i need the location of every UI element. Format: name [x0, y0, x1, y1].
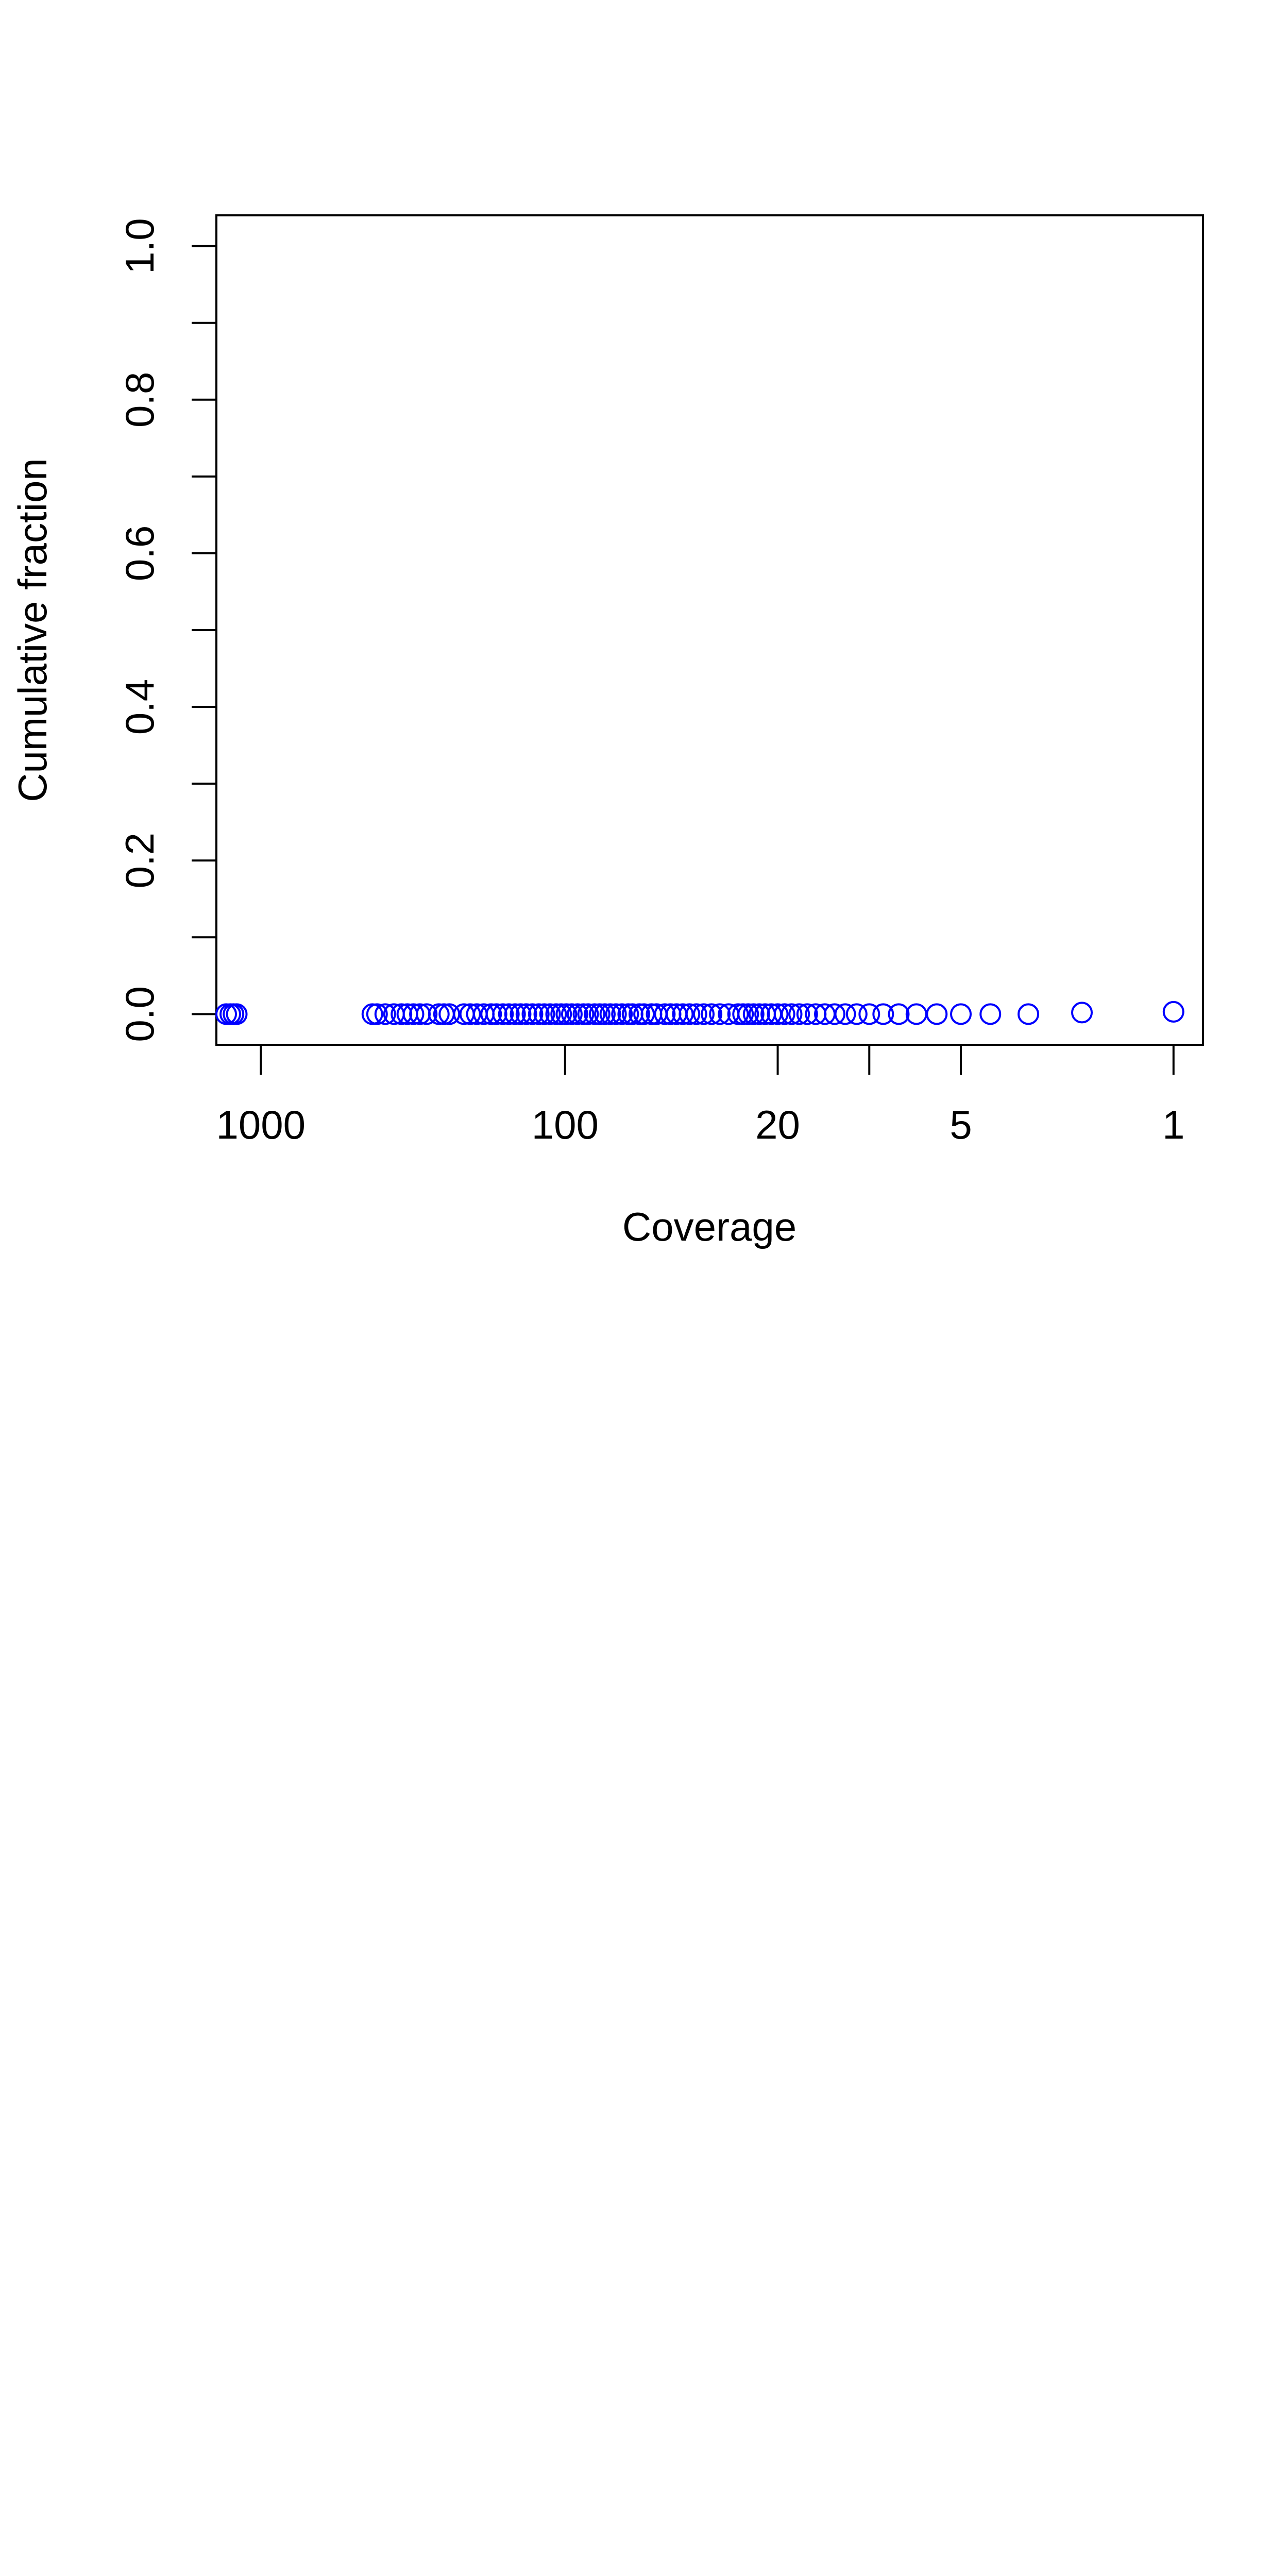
y-tick-label: 0.2	[117, 833, 162, 888]
data-point	[438, 1003, 461, 1025]
data-point	[605, 1003, 627, 1025]
y-tick-label: 0.0	[117, 986, 162, 1042]
data-point	[767, 1003, 789, 1025]
data-point	[628, 1003, 650, 1025]
y-tick-label: 0.8	[117, 372, 162, 428]
data-point	[366, 1003, 388, 1025]
data-point	[737, 1003, 759, 1025]
data-point	[566, 1003, 588, 1025]
data-point	[459, 1003, 481, 1025]
data-point	[492, 1003, 514, 1025]
data-point	[979, 1003, 1002, 1025]
data-point	[748, 1003, 770, 1025]
data-point	[872, 1003, 894, 1025]
y-tick-label: 0.4	[117, 679, 162, 735]
data-point	[572, 1003, 595, 1025]
data-point	[781, 1003, 803, 1025]
data-point	[742, 1003, 765, 1025]
data-point	[504, 1003, 526, 1025]
data-point	[599, 1003, 621, 1025]
data-points	[215, 1001, 1184, 1025]
data-point	[521, 1003, 544, 1025]
data-point	[926, 1003, 948, 1025]
data-point	[416, 1003, 438, 1025]
data-point	[480, 1003, 502, 1025]
data-point	[633, 1003, 655, 1025]
data-point	[611, 1003, 633, 1025]
data-point	[561, 1003, 583, 1025]
x-tick-label: 1	[1162, 1102, 1184, 1147]
data-point	[685, 1003, 707, 1025]
data-point	[533, 1003, 555, 1025]
data-point	[732, 1003, 754, 1025]
data-point	[594, 1003, 616, 1025]
y-axis: 0.0 0.2 0.4 0.6 0.8 1.0	[117, 218, 216, 1042]
data-point	[858, 1003, 880, 1025]
data-point	[498, 1003, 520, 1025]
data-point	[374, 1003, 396, 1025]
data-point	[555, 1003, 578, 1025]
data-point	[773, 1003, 795, 1025]
data-point	[428, 1003, 450, 1025]
data-point	[1071, 1002, 1093, 1024]
data-point	[709, 1003, 731, 1025]
data-point	[845, 1003, 868, 1025]
data-point	[577, 1003, 599, 1025]
data-point	[654, 1003, 676, 1025]
data-point	[550, 1003, 572, 1025]
data-point	[950, 1003, 972, 1025]
data-point	[226, 1003, 248, 1025]
x-tick-label: 20	[755, 1102, 800, 1147]
data-point	[485, 1003, 507, 1025]
data-point	[888, 1003, 910, 1025]
x-tick-label: 5	[950, 1102, 972, 1147]
data-point	[796, 1003, 818, 1025]
x-tick-label: 100	[532, 1102, 599, 1147]
y-tick-label: 1.0	[117, 218, 162, 274]
data-point	[1018, 1003, 1040, 1025]
data-point	[545, 1003, 567, 1025]
data-point	[391, 1003, 413, 1025]
data-point	[510, 1003, 532, 1025]
data-point	[693, 1003, 715, 1025]
data-point	[823, 1003, 845, 1025]
data-point	[672, 1003, 694, 1025]
data-point	[588, 1003, 611, 1025]
data-point	[528, 1003, 550, 1025]
data-point	[834, 1003, 856, 1025]
data-point	[679, 1003, 701, 1025]
data-point	[539, 1003, 561, 1025]
data-point	[788, 1003, 810, 1025]
data-point	[727, 1003, 749, 1025]
data-point	[584, 1003, 606, 1025]
y-tick-label: 0.6	[117, 526, 162, 581]
data-point	[1162, 1001, 1184, 1023]
y-axis-label: Cumulative fraction	[10, 458, 55, 802]
data-point	[515, 1003, 537, 1025]
x-axis: 1000 100 20 5 1	[216, 1045, 1184, 1147]
x-tick-label: 1000	[216, 1102, 306, 1147]
data-point	[361, 1003, 383, 1025]
data-point	[402, 1003, 425, 1025]
data-point	[701, 1003, 723, 1025]
x-axis-label: Coverage	[622, 1204, 796, 1249]
